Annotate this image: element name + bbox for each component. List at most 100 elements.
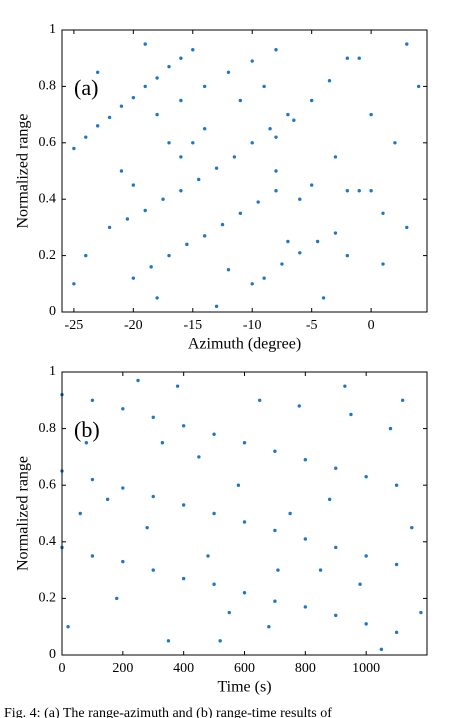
point: [345, 189, 350, 193]
point: [179, 189, 183, 193]
point: [309, 183, 314, 187]
axes-box: [61, 29, 428, 313]
point: [202, 127, 207, 131]
y-axis-label: Normalized range: [15, 456, 32, 571]
point: [143, 208, 147, 213]
point: [167, 253, 171, 258]
point: [262, 84, 266, 89]
point: [191, 141, 195, 145]
point: [309, 98, 314, 103]
point: [274, 48, 278, 52]
point: [105, 497, 110, 502]
point: [167, 64, 171, 69]
point: [84, 253, 88, 258]
point: [379, 647, 384, 652]
point: [273, 528, 277, 533]
y-tick-label: 1: [49, 364, 56, 379]
x-tick-label: -20: [124, 318, 143, 333]
point: [357, 189, 361, 193]
point: [267, 625, 271, 629]
point: [181, 576, 186, 581]
x-axis-label: Azimuth (degree): [188, 336, 301, 353]
x-tick-label: 0: [59, 661, 66, 676]
point: [250, 141, 254, 145]
point: [143, 42, 147, 46]
point: [160, 441, 165, 445]
point: [181, 503, 186, 507]
point: [303, 458, 308, 462]
point: [394, 630, 399, 635]
y-tick-label: 0: [49, 647, 56, 662]
y-tick-label: 0: [49, 304, 56, 319]
point: [72, 282, 76, 286]
point: [364, 554, 368, 558]
point: [107, 115, 112, 120]
x-tick-label: -5: [306, 318, 318, 333]
point: [416, 84, 421, 89]
point: [280, 262, 284, 266]
y-axis-label: Normalized range: [15, 113, 32, 228]
point: [250, 282, 254, 286]
point: [405, 42, 409, 46]
point: [136, 378, 140, 383]
point: [343, 384, 347, 388]
point: [197, 177, 201, 182]
point: [358, 582, 362, 586]
point: [145, 525, 149, 530]
point: [242, 441, 247, 445]
point: [273, 449, 277, 453]
point: [262, 276, 266, 280]
point: [131, 183, 136, 187]
point: [125, 217, 130, 221]
x-tick-label: -25: [65, 318, 84, 333]
point: [95, 124, 100, 128]
panel-label: (b): [74, 417, 100, 442]
point: [334, 613, 338, 618]
point: [90, 477, 95, 482]
point: [191, 48, 195, 52]
point: [121, 407, 125, 411]
point: [212, 511, 216, 516]
point: [333, 231, 338, 235]
point: [242, 591, 247, 595]
point: [334, 466, 338, 470]
x-tick-label: 800: [295, 661, 316, 676]
point: [227, 610, 231, 615]
point: [276, 568, 280, 572]
point: [327, 497, 332, 502]
point: [84, 135, 88, 139]
point: [292, 118, 296, 122]
x-tick-label: 200: [112, 661, 133, 676]
y-tick-label: 0.2: [39, 248, 57, 263]
point: [121, 486, 125, 490]
point: [212, 582, 216, 586]
point: [179, 98, 183, 103]
point: [273, 599, 277, 603]
point: [250, 59, 254, 63]
y-tick-label: 0.2: [39, 591, 57, 606]
x-tick-label: 1000: [352, 661, 380, 676]
y-tick-label: 0.4: [39, 534, 57, 549]
point: [220, 222, 225, 227]
point: [214, 166, 219, 170]
point: [410, 525, 414, 530]
point: [298, 251, 302, 255]
y-tick-label: 0.8: [39, 421, 57, 436]
point: [214, 304, 219, 309]
point: [381, 262, 385, 266]
y-tick-label: 0.6: [39, 135, 57, 150]
point: [179, 56, 183, 60]
point: [236, 483, 241, 487]
point: [345, 56, 350, 60]
point: [357, 56, 361, 60]
point: [149, 265, 153, 269]
x-tick-label: 0: [368, 318, 375, 333]
point: [119, 169, 124, 173]
point: [364, 475, 368, 479]
point: [268, 127, 272, 131]
point: [345, 253, 350, 258]
y-tick-label: 1: [49, 22, 56, 37]
point: [84, 441, 89, 445]
point: [274, 189, 278, 193]
